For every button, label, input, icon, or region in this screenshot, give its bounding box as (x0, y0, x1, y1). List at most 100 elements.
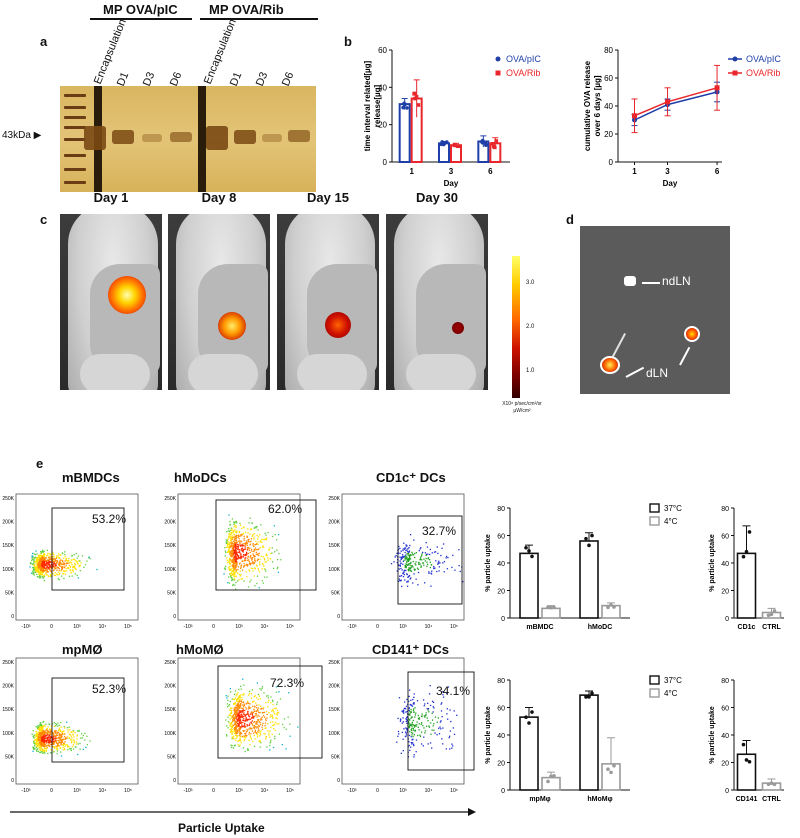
flow-event (247, 555, 249, 557)
ndln-arrow (642, 282, 660, 284)
flow-event (412, 566, 414, 568)
flow-event (259, 711, 261, 714)
flow-event (57, 729, 60, 731)
flow-event (251, 701, 254, 703)
flow-event (447, 686, 450, 688)
flow-event (31, 555, 33, 557)
flow-event (47, 739, 49, 741)
flow-event (243, 712, 245, 714)
flow-event (238, 556, 240, 559)
flow-event (429, 548, 431, 551)
flow-event (47, 732, 49, 734)
flow-event (411, 565, 413, 567)
flow-event (239, 696, 241, 698)
flow-event (41, 741, 43, 743)
flow-event (406, 716, 408, 719)
flow-event (234, 731, 236, 733)
data-point (584, 695, 588, 699)
flow-event (251, 559, 253, 561)
flow-event (434, 567, 436, 569)
flow-event (403, 571, 405, 574)
flow-event (253, 700, 255, 702)
flow-event (37, 728, 40, 730)
flow-event (41, 740, 43, 743)
flow-event (42, 557, 45, 559)
flow-event (263, 538, 265, 541)
flow-event (43, 559, 46, 561)
flow-event (36, 745, 38, 748)
flow-event (48, 723, 51, 726)
flow-event (237, 568, 239, 571)
y-tick-label: 60 (721, 534, 729, 541)
flow-event (69, 728, 71, 731)
flow-event (270, 714, 272, 716)
flow-event (232, 578, 234, 580)
flow-event (38, 565, 40, 567)
flow-event (289, 723, 291, 725)
flow-event (272, 746, 275, 749)
flow-event (63, 747, 66, 750)
flow-event (417, 571, 420, 574)
flow-event (410, 724, 412, 727)
flow-event (233, 551, 236, 554)
gel-header-left: MP OVA/pIC (103, 2, 178, 17)
flow-event (272, 724, 274, 727)
flow-event (54, 568, 57, 570)
flow-event (238, 739, 241, 742)
flow-event (398, 568, 400, 570)
flow-event (66, 726, 69, 729)
flow-event (403, 573, 405, 576)
flow-event (42, 561, 44, 563)
flow-event (276, 539, 278, 541)
flow-event (237, 718, 239, 721)
flow-event (48, 557, 51, 559)
flow-event (59, 560, 61, 562)
flow-event (34, 553, 37, 556)
flow-event (31, 556, 33, 558)
flow-event (243, 532, 245, 534)
flow-event (408, 726, 410, 728)
flow-event (42, 575, 44, 577)
flow-event (403, 542, 405, 544)
flow-event (235, 552, 238, 554)
flow-event (235, 727, 237, 730)
flow-event (64, 560, 66, 562)
flow-event (62, 561, 64, 563)
flow-event (248, 556, 250, 558)
flow-event (253, 721, 255, 723)
flow-event (433, 723, 435, 725)
flow-event (44, 733, 46, 736)
flow-event (408, 695, 410, 698)
flow-event (49, 739, 52, 742)
flow-x-tick: 10⁵ (450, 788, 458, 794)
flow-event (439, 562, 441, 564)
flow-event (227, 716, 229, 718)
flow-event (52, 746, 54, 748)
flow-event (237, 700, 239, 703)
flow-event (411, 743, 413, 745)
flow-event (231, 518, 234, 520)
flow-event (234, 573, 236, 575)
flow-event (274, 551, 276, 553)
flow-event (242, 533, 244, 535)
flow-event (247, 749, 249, 751)
flow-event (415, 739, 418, 741)
flow-event (69, 569, 71, 572)
flow-event (233, 698, 236, 701)
flow-event (239, 522, 241, 525)
flow-event (43, 729, 45, 732)
flow-event (48, 555, 50, 558)
flow-event (74, 746, 76, 748)
flow-event (247, 586, 250, 588)
flow-event (415, 712, 417, 714)
flow-event (42, 725, 44, 727)
flow-event (429, 722, 432, 724)
flow-event (38, 573, 40, 575)
flow-event (249, 543, 252, 545)
flow-event (243, 704, 246, 707)
flow-event (264, 733, 266, 735)
flow-event (233, 560, 235, 562)
flow-event (242, 548, 245, 551)
flow-event (237, 703, 239, 705)
flow-y-tick: 100K (2, 567, 14, 573)
